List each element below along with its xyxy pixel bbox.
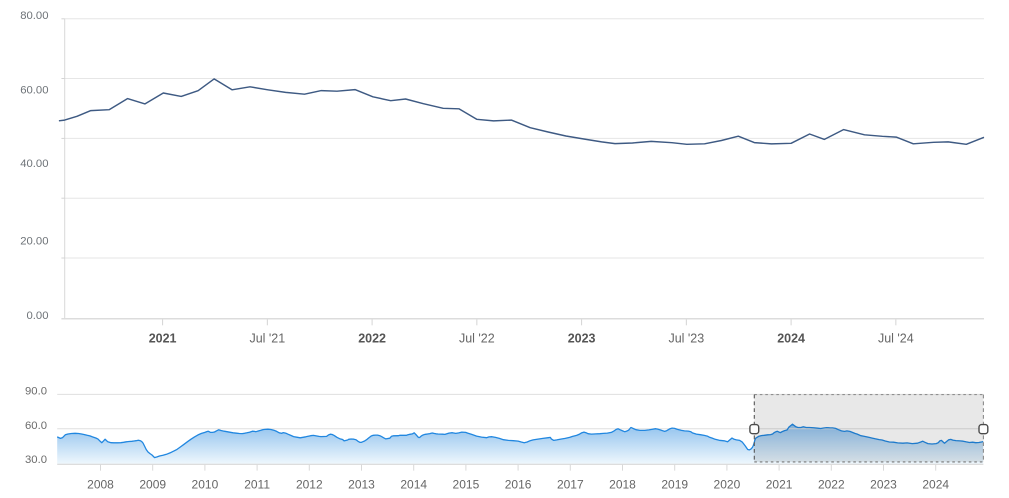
svg-text:20.00: 20.00 xyxy=(20,236,48,248)
svg-text:2021: 2021 xyxy=(149,332,177,346)
svg-text:60.0: 60.0 xyxy=(25,420,47,432)
svg-text:60.00: 60.00 xyxy=(20,85,48,97)
svg-text:2012: 2012 xyxy=(296,477,323,491)
svg-text:30.0: 30.0 xyxy=(25,454,47,466)
svg-text:0.00: 0.00 xyxy=(27,310,49,322)
svg-text:Jul '22: Jul '22 xyxy=(459,332,495,346)
svg-text:2021: 2021 xyxy=(766,477,793,491)
svg-text:2023: 2023 xyxy=(568,332,596,346)
svg-text:2017: 2017 xyxy=(557,477,584,491)
svg-text:Jul '23: Jul '23 xyxy=(668,332,704,346)
svg-text:2023: 2023 xyxy=(870,477,897,491)
svg-text:2020: 2020 xyxy=(714,477,741,491)
svg-text:2022: 2022 xyxy=(358,332,386,346)
svg-text:90.0: 90.0 xyxy=(25,385,47,397)
svg-text:2011: 2011 xyxy=(244,477,270,491)
svg-text:Jul '21: Jul '21 xyxy=(249,332,285,346)
svg-text:80.00: 80.00 xyxy=(20,10,48,22)
svg-text:2013: 2013 xyxy=(348,477,375,491)
svg-text:2018: 2018 xyxy=(609,477,636,491)
svg-text:2024: 2024 xyxy=(777,332,805,346)
svg-text:2009: 2009 xyxy=(139,477,166,491)
svg-text:2016: 2016 xyxy=(505,477,532,491)
svg-text:2015: 2015 xyxy=(453,477,480,491)
svg-text:2014: 2014 xyxy=(400,477,427,491)
svg-text:2019: 2019 xyxy=(661,477,688,491)
svg-text:2022: 2022 xyxy=(818,477,845,491)
svg-text:2008: 2008 xyxy=(87,477,114,491)
svg-text:2010: 2010 xyxy=(192,477,219,491)
svg-text:40.00: 40.00 xyxy=(20,158,48,170)
svg-text:Jul '24: Jul '24 xyxy=(878,332,914,346)
svg-text:2024: 2024 xyxy=(922,477,949,491)
